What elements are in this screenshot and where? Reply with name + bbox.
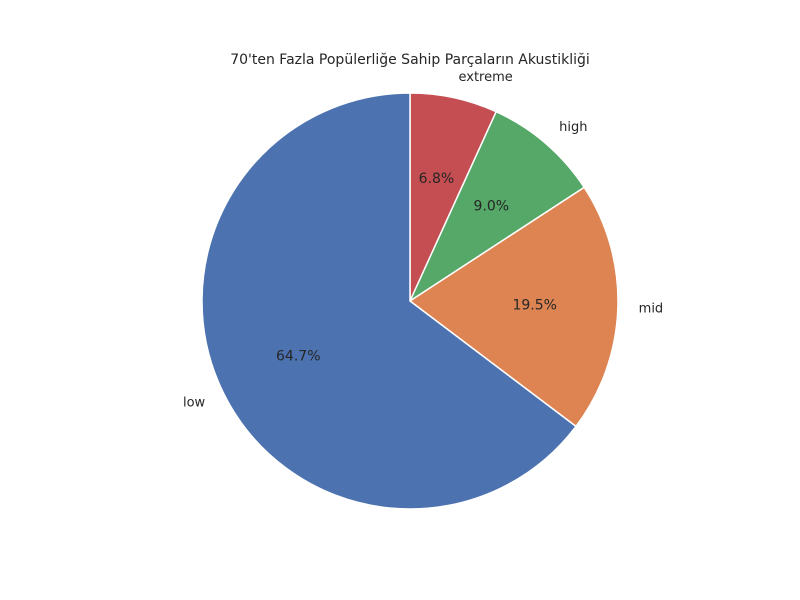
pie-pct-label-high: 9.0% bbox=[474, 198, 510, 214]
pie-label-high: high bbox=[559, 120, 587, 135]
pie-slice-mid bbox=[409, 186, 619, 428]
pie-pct-label-mid: 19.5% bbox=[512, 297, 556, 313]
pie-slice-low bbox=[201, 92, 577, 510]
pie-pct-label-extreme: 6.8% bbox=[419, 171, 455, 187]
pie-label-extreme: extreme bbox=[459, 70, 513, 85]
pie-pct-label-low: 64.7% bbox=[276, 349, 320, 365]
pie-slices bbox=[201, 92, 619, 510]
pie-label-mid: mid bbox=[639, 301, 664, 316]
chart-title: 70'ten Fazla Popülerliğe Sahip Parçaları… bbox=[230, 52, 590, 68]
pie-labels: 6.8% extreme 9.0% high 19.5% mid 64.7% low bbox=[183, 70, 663, 411]
pie-slice-high bbox=[409, 110, 585, 302]
pie-label-low: low bbox=[183, 395, 206, 410]
